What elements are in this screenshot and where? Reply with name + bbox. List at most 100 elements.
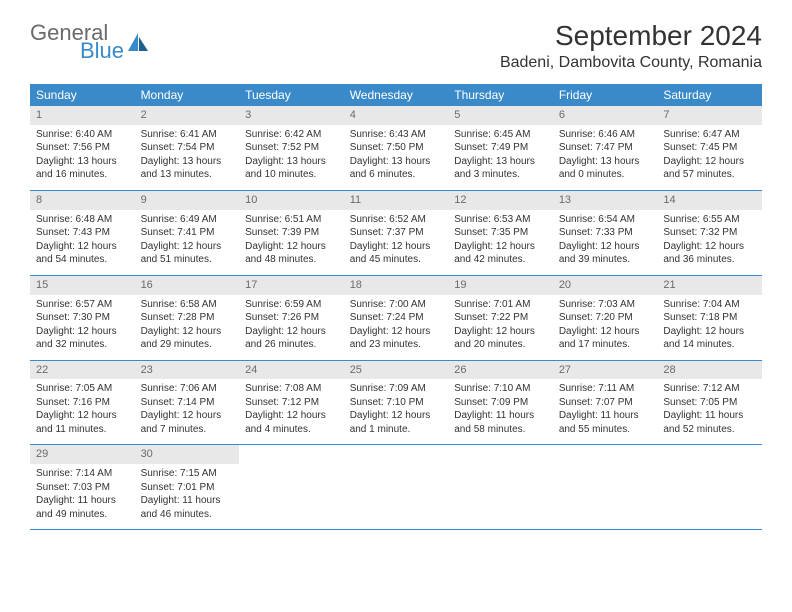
daylight-line: Daylight: 12 hours and 57 minutes. [663, 155, 756, 182]
sunrise-line: Sunrise: 7:08 AM [245, 382, 338, 396]
calendar-body: 1Sunrise: 6:40 AMSunset: 7:56 PMDaylight… [30, 106, 762, 530]
sunset-line: Sunset: 7:09 PM [454, 396, 547, 410]
sunrise-line: Sunrise: 7:06 AM [141, 382, 234, 396]
weekday-header: Tuesday [239, 84, 344, 106]
daylight-line: Daylight: 11 hours and 58 minutes. [454, 409, 547, 436]
sunrise-line: Sunrise: 7:04 AM [663, 298, 756, 312]
sunset-line: Sunset: 7:54 PM [141, 141, 234, 155]
daylight-line: Daylight: 13 hours and 6 minutes. [350, 155, 443, 182]
day-number: 14 [657, 191, 762, 210]
day-content: Sunrise: 7:00 AMSunset: 7:24 PMDaylight:… [344, 295, 449, 360]
day-number: 2 [135, 106, 240, 125]
sunrise-line: Sunrise: 6:51 AM [245, 213, 338, 227]
daylight-line: Daylight: 12 hours and 32 minutes. [36, 325, 129, 352]
day-content: Sunrise: 6:41 AMSunset: 7:54 PMDaylight:… [135, 125, 240, 190]
sunrise-line: Sunrise: 6:57 AM [36, 298, 129, 312]
weekday-header: Thursday [448, 84, 553, 106]
calendar-day-cell: 30Sunrise: 7:15 AMSunset: 7:01 PMDayligh… [135, 445, 240, 530]
day-content: Sunrise: 6:49 AMSunset: 7:41 PMDaylight:… [135, 210, 240, 275]
sunset-line: Sunset: 7:24 PM [350, 311, 443, 325]
sunrise-line: Sunrise: 6:42 AM [245, 128, 338, 142]
daylight-line: Daylight: 13 hours and 13 minutes. [141, 155, 234, 182]
day-number: 27 [553, 361, 658, 380]
calendar-day-cell: 21Sunrise: 7:04 AMSunset: 7:18 PMDayligh… [657, 275, 762, 360]
daylight-line: Daylight: 12 hours and 42 minutes. [454, 240, 547, 267]
daylight-line: Daylight: 12 hours and 54 minutes. [36, 240, 129, 267]
sunrise-line: Sunrise: 6:45 AM [454, 128, 547, 142]
calendar-week-row: 22Sunrise: 7:05 AMSunset: 7:16 PMDayligh… [30, 360, 762, 445]
day-content: Sunrise: 6:46 AMSunset: 7:47 PMDaylight:… [553, 125, 658, 190]
calendar-day-cell: 4Sunrise: 6:43 AMSunset: 7:50 PMDaylight… [344, 106, 449, 190]
daylight-line: Daylight: 12 hours and 29 minutes. [141, 325, 234, 352]
sunset-line: Sunset: 7:43 PM [36, 226, 129, 240]
day-number: 12 [448, 191, 553, 210]
day-content: Sunrise: 6:40 AMSunset: 7:56 PMDaylight:… [30, 125, 135, 190]
day-number: 3 [239, 106, 344, 125]
daylight-line: Daylight: 12 hours and 36 minutes. [663, 240, 756, 267]
calendar-day-cell: 13Sunrise: 6:54 AMSunset: 7:33 PMDayligh… [553, 190, 658, 275]
day-number: 13 [553, 191, 658, 210]
sunrise-line: Sunrise: 6:46 AM [559, 128, 652, 142]
sunset-line: Sunset: 7:37 PM [350, 226, 443, 240]
day-number: 9 [135, 191, 240, 210]
sunset-line: Sunset: 7:07 PM [559, 396, 652, 410]
day-number: 18 [344, 276, 449, 295]
daylight-line: Daylight: 12 hours and 20 minutes. [454, 325, 547, 352]
day-content: Sunrise: 7:11 AMSunset: 7:07 PMDaylight:… [553, 379, 658, 444]
day-content: Sunrise: 7:06 AMSunset: 7:14 PMDaylight:… [135, 379, 240, 444]
day-content: Sunrise: 6:52 AMSunset: 7:37 PMDaylight:… [344, 210, 449, 275]
calendar-week-row: 29Sunrise: 7:14 AMSunset: 7:03 PMDayligh… [30, 445, 762, 530]
calendar-week-row: 1Sunrise: 6:40 AMSunset: 7:56 PMDaylight… [30, 106, 762, 190]
sunset-line: Sunset: 7:45 PM [663, 141, 756, 155]
day-number: 17 [239, 276, 344, 295]
logo-sail-icon [128, 33, 150, 51]
sunrise-line: Sunrise: 6:52 AM [350, 213, 443, 227]
sunrise-line: Sunrise: 7:15 AM [141, 467, 234, 481]
calendar-day-cell: 8 Sunrise: 6:48 AMSunset: 7:43 PMDaylight… [30, 190, 135, 275]
calendar-day-cell: 7Sunrise: 6:47 AMSunset: 7:45 PMDaylight… [657, 106, 762, 190]
sunrise-line: Sunrise: 6:55 AM [663, 213, 756, 227]
sunset-line: Sunset: 7:33 PM [559, 226, 652, 240]
calendar-day-cell: 16Sunrise: 6:58 AMSunset: 7:28 PMDayligh… [135, 275, 240, 360]
day-content: Sunrise: 6:54 AMSunset: 7:33 PMDaylight:… [553, 210, 658, 275]
weekday-header: Wednesday [344, 84, 449, 106]
calendar-day-cell: .. [239, 445, 344, 530]
calendar-day-cell: 10Sunrise: 6:51 AMSunset: 7:39 PMDayligh… [239, 190, 344, 275]
day-number: 23 [135, 361, 240, 380]
day-content: Sunrise: 7:08 AMSunset: 7:12 PMDaylight:… [239, 379, 344, 444]
sunset-line: Sunset: 7:16 PM [36, 396, 129, 410]
sunset-line: Sunset: 7:10 PM [350, 396, 443, 410]
day-number: 10 [239, 191, 344, 210]
calendar-day-cell: 18Sunrise: 7:00 AMSunset: 7:24 PMDayligh… [344, 275, 449, 360]
sunset-line: Sunset: 7:47 PM [559, 141, 652, 155]
sunset-line: Sunset: 7:35 PM [454, 226, 547, 240]
daylight-line: Daylight: 11 hours and 55 minutes. [559, 409, 652, 436]
day-content: Sunrise: 7:01 AMSunset: 7:22 PMDaylight:… [448, 295, 553, 360]
sunset-line: Sunset: 7:30 PM [36, 311, 129, 325]
calendar-day-cell: 28Sunrise: 7:12 AMSunset: 7:05 PMDayligh… [657, 360, 762, 445]
day-content: Sunrise: 6:47 AMSunset: 7:45 PMDaylight:… [657, 125, 762, 190]
day-content: Sunrise: 6:58 AMSunset: 7:28 PMDaylight:… [135, 295, 240, 360]
calendar-day-cell: 27Sunrise: 7:11 AMSunset: 7:07 PMDayligh… [553, 360, 658, 445]
calendar-day-cell: 23Sunrise: 7:06 AMSunset: 7:14 PMDayligh… [135, 360, 240, 445]
sunrise-line: Sunrise: 7:01 AM [454, 298, 547, 312]
daylight-line: Daylight: 12 hours and 1 minute. [350, 409, 443, 436]
calendar-day-cell: 5Sunrise: 6:45 AMSunset: 7:49 PMDaylight… [448, 106, 553, 190]
day-content: Sunrise: 7:05 AMSunset: 7:16 PMDaylight:… [30, 379, 135, 444]
daylight-line: Daylight: 13 hours and 10 minutes. [245, 155, 338, 182]
header: General Blue September 2024 Badeni, Damb… [30, 20, 762, 72]
day-content: Sunrise: 6:51 AMSunset: 7:39 PMDaylight:… [239, 210, 344, 275]
day-number: 8 [30, 191, 135, 210]
day-content: Sunrise: 7:12 AMSunset: 7:05 PMDaylight:… [657, 379, 762, 444]
calendar-week-row: 15Sunrise: 6:57 AMSunset: 7:30 PMDayligh… [30, 275, 762, 360]
sunrise-line: Sunrise: 6:48 AM [36, 213, 129, 227]
calendar-day-cell: 26Sunrise: 7:10 AMSunset: 7:09 PMDayligh… [448, 360, 553, 445]
sunset-line: Sunset: 7:01 PM [141, 481, 234, 495]
daylight-line: Daylight: 13 hours and 0 minutes. [559, 155, 652, 182]
day-content: Sunrise: 6:55 AMSunset: 7:32 PMDaylight:… [657, 210, 762, 275]
calendar-day-cell: 6Sunrise: 6:46 AMSunset: 7:47 PMDaylight… [553, 106, 658, 190]
calendar-day-cell: 3Sunrise: 6:42 AMSunset: 7:52 PMDaylight… [239, 106, 344, 190]
day-content: Sunrise: 6:42 AMSunset: 7:52 PMDaylight:… [239, 125, 344, 190]
sunset-line: Sunset: 7:32 PM [663, 226, 756, 240]
daylight-line: Daylight: 12 hours and 23 minutes. [350, 325, 443, 352]
